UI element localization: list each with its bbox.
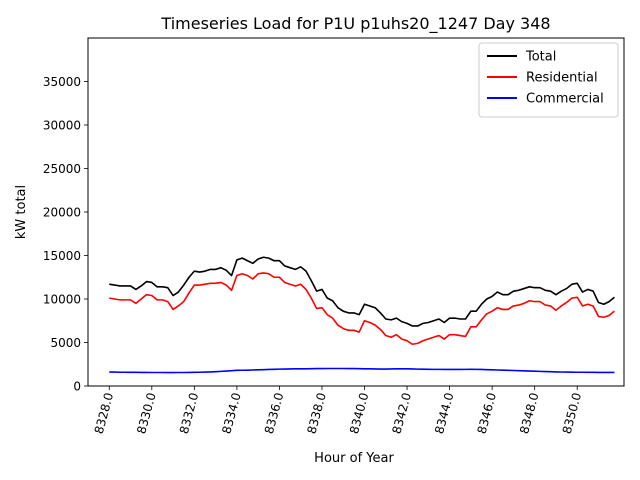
y-tick-label: 5000	[50, 336, 81, 350]
series-line-commercial	[109, 367, 615, 374]
y-tick-label: 20000	[43, 206, 81, 220]
y-axis: 0 5000 10000 15000 20000 25000 30000 35000	[43, 75, 88, 394]
y-tick-label: 10000	[43, 293, 81, 307]
y-axis-label: kW total	[14, 185, 29, 239]
legend: Total Residential Commercial	[478, 42, 619, 118]
x-axis-label: Hour of Year	[314, 451, 394, 466]
y-tick-label: 15000	[43, 249, 81, 263]
series-line-total	[109, 256, 615, 327]
series-layer	[109, 256, 615, 374]
chart-title: Timeseries Load for P1U p1uhs20_1247 Day…	[160, 14, 550, 34]
series-line-residential	[109, 272, 615, 346]
legend-label-total: Total	[525, 50, 556, 65]
y-tick-label: 25000	[43, 162, 81, 176]
legend-label-commercial: Commercial	[526, 92, 604, 107]
y-tick-label: 30000	[43, 119, 81, 133]
legend-label-residential: Residential	[526, 71, 598, 86]
y-tick-label: 0	[73, 380, 81, 394]
y-tick-label: 35000	[43, 75, 81, 89]
